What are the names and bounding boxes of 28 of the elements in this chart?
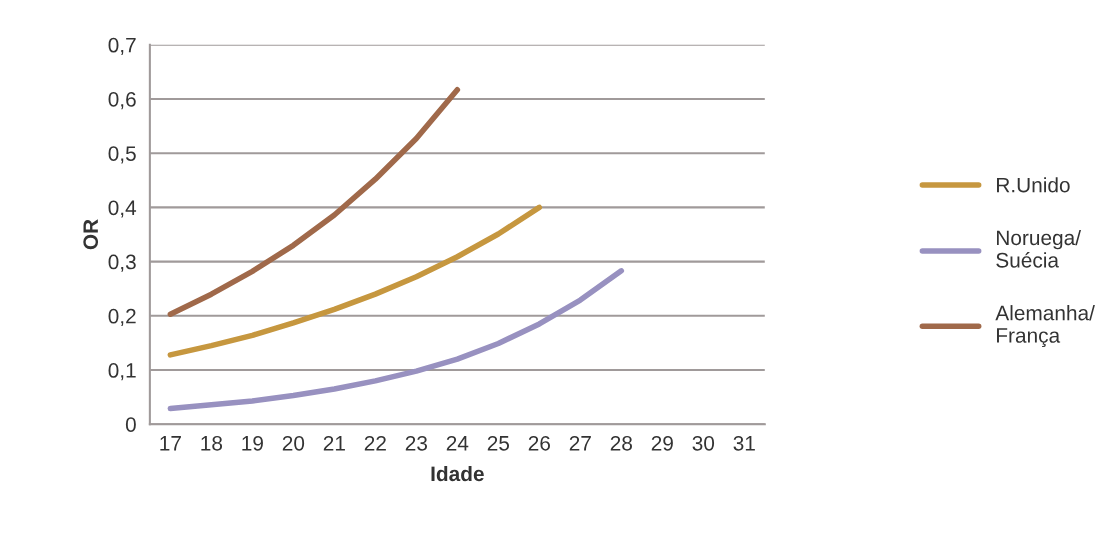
y-tick-label: 0,7 — [108, 37, 136, 55]
x-tick-label: 18 — [201, 435, 223, 451]
x-tick-label: 24 — [446, 435, 469, 451]
legend-label: Noruega/ Suécia — [996, 229, 1082, 268]
x-axis-title: Idade — [431, 465, 484, 482]
x-tick-label: 17 — [160, 436, 181, 451]
y-tick-label: 0,4 — [108, 200, 137, 218]
x-tick-label: 29 — [651, 435, 673, 451]
y-axis-title: OR — [83, 219, 99, 250]
x-tick-label: 25 — [487, 435, 510, 451]
x-tick-label: 19 — [242, 435, 263, 451]
x-tick-label: 23 — [405, 435, 428, 451]
y-tick-label: 0 — [125, 417, 136, 432]
x-tick-label: 30 — [692, 435, 715, 451]
y-tick-label: 0,2 — [108, 308, 136, 327]
x-tick-label: 21 — [323, 435, 345, 451]
legend-label: Alemanha/ França — [995, 305, 1095, 348]
legend-label: R.Unido — [997, 177, 1070, 193]
x-tick-label: 26 — [528, 435, 550, 451]
x-tick-label: 28 — [610, 435, 632, 451]
x-tick-label: 27 — [569, 435, 591, 451]
x-tick-label: 22 — [364, 435, 386, 451]
y-tick-label: 0,5 — [108, 146, 136, 164]
x-tick-label: 20 — [282, 435, 305, 451]
x-tick-label: 31 — [733, 435, 755, 451]
y-tick-label: 0,6 — [108, 91, 136, 110]
y-tick-label: 0,3 — [108, 254, 136, 272]
y-tick-label: 0,1 — [108, 363, 136, 381]
